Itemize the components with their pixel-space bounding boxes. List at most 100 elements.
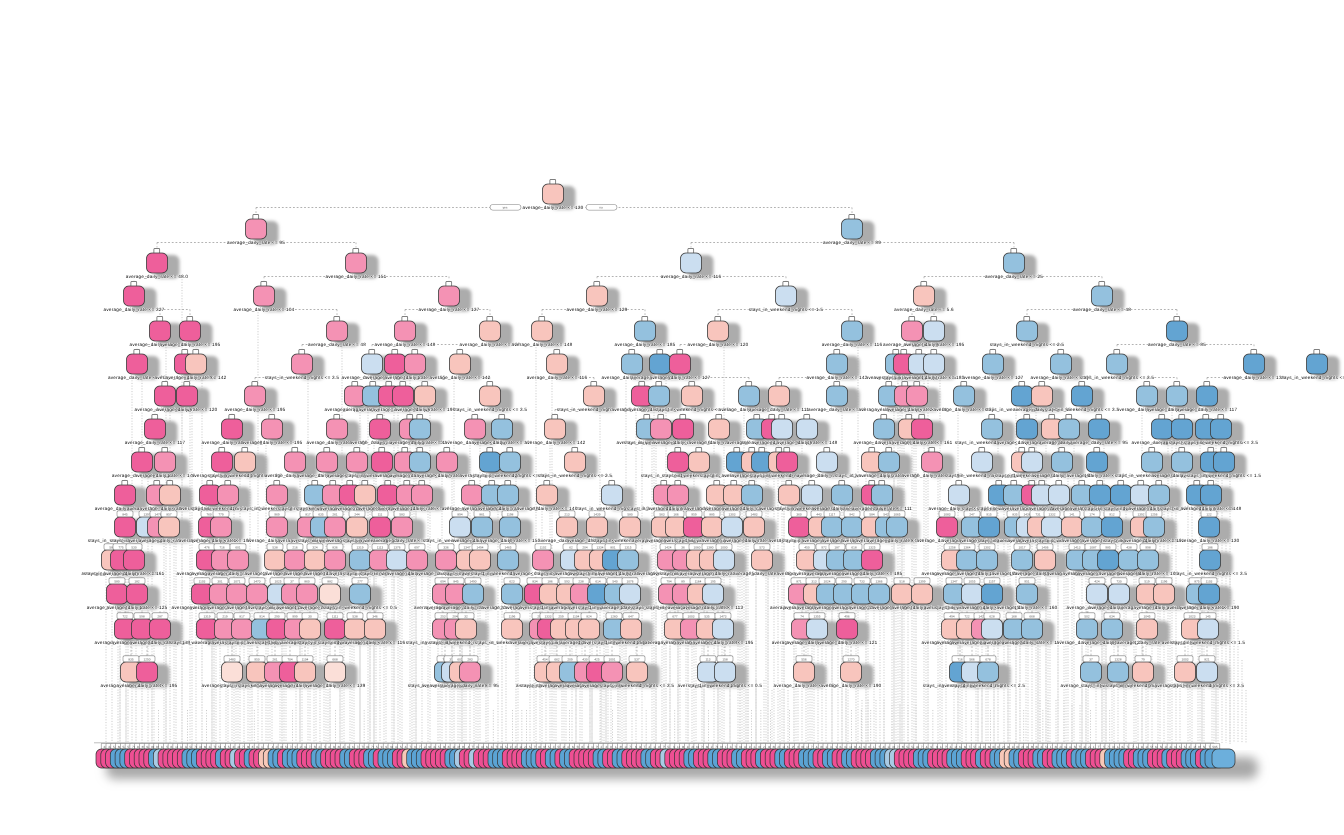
svg-text:794: 794 (666, 579, 671, 583)
svg-text:average_daily_rate <= 185: average_daily_rate <= 185 (422, 683, 483, 688)
svg-text:average_daily_rate <= 161: average_daily_rate <= 161 (325, 407, 386, 412)
svg-text:average_daily_rate <= 95: average_daily_rate <= 95 (601, 605, 659, 610)
svg-text:average_daily_rate <= 120: average_daily_rate <= 120 (416, 571, 477, 576)
svg-text:average_daily_rate <= 160: average_daily_rate <= 160 (959, 538, 1020, 543)
svg-text:593: 593 (564, 579, 569, 583)
svg-text:average_daily_rate <= 48: average_daily_rate <= 48 (414, 605, 472, 610)
svg-text:stays_in_weekend_nights <= 3.5: stays_in_weekend_nights <= 3.5 (935, 605, 1010, 610)
svg-text:average_daily_rate <= 117: average_daily_rate <= 117 (1015, 571, 1076, 576)
svg-text:average_daily_rate <= 103: average_daily_rate <= 103 (430, 683, 491, 688)
svg-text:average_daily_rate <= 85: average_daily_rate <= 85 (843, 506, 901, 511)
svg-text:stays_in_weekend_nights <= 2.5: stays_in_weekend_nights <= 2.5 (1280, 375, 1344, 380)
svg-text:450: 450 (804, 545, 809, 549)
svg-text:213: 213 (564, 512, 569, 516)
svg-text:623: 623 (509, 579, 514, 583)
svg-text:average_daily_rate <= 142: average_daily_rate <= 142 (540, 683, 601, 688)
svg-text:894: 894 (457, 512, 462, 516)
svg-text:average_daily_rate <= 185: average_daily_rate <= 185 (842, 571, 903, 576)
svg-text:average_daily_rate <= 103: average_daily_rate <= 103 (1029, 506, 1090, 511)
svg-text:stays_in_weekend_nights <= 1.5: stays_in_weekend_nights <= 1.5 (238, 683, 313, 688)
svg-text:average_daily_rate <= 148: average_daily_rate <= 148 (350, 440, 411, 445)
svg-text:stays_in_weekend_nights <= 2.5: stays_in_weekend_nights <= 2.5 (208, 473, 283, 478)
svg-text:538: 538 (352, 614, 357, 618)
svg-text:1045: 1045 (1144, 614, 1151, 618)
svg-text:average_daily_rate <= 190: average_daily_rate <= 190 (1062, 538, 1123, 543)
svg-text:985: 985 (1105, 545, 1110, 549)
svg-text:average_daily_rate <= 195: average_daily_rate <= 195 (904, 342, 965, 347)
svg-text:average_daily_rate <= 121: average_daily_rate <= 121 (1022, 538, 1083, 543)
svg-text:average_daily_rate <= 148: average_daily_rate <= 148 (207, 605, 268, 610)
svg-text:average_daily_rate <= 116: average_daily_rate <= 116 (551, 605, 612, 610)
svg-text:average_daily_rate <= 165: average_daily_rate <= 165 (1155, 683, 1216, 688)
svg-text:stays_in_weekend_nights <= 0.5: stays_in_weekend_nights <= 0.5 (985, 407, 1060, 412)
svg-text:average_daily_rate <= 113: average_daily_rate <= 113 (683, 605, 744, 610)
svg-text:stays_in_weekend_nights <= 1.5: stays_in_weekend_nights <= 1.5 (88, 538, 163, 543)
svg-text:694: 694 (440, 579, 445, 583)
svg-text:618: 618 (851, 545, 856, 549)
svg-text:261: 261 (272, 657, 277, 661)
svg-text:37: 37 (290, 579, 294, 583)
svg-text:average_daily_rate <= 148: average_daily_rate <= 148 (689, 440, 750, 445)
svg-text:1003: 1003 (1182, 657, 1189, 661)
svg-text:average_daily_rate <= 148: average_daily_rate <= 148 (646, 538, 707, 543)
svg-text:stays_in_weekend_nights <= 0.5: stays_in_weekend_nights <= 0.5 (575, 506, 650, 511)
svg-text:36: 36 (681, 545, 685, 549)
svg-text:average_daily_rate <= 117: average_daily_rate <= 117 (265, 473, 326, 478)
svg-text:average_daily_rate <= 117: average_daily_rate <= 117 (125, 440, 186, 445)
svg-text:average_daily_rate <= 148: average_daily_rate <= 148 (724, 538, 785, 543)
svg-text:111: 111 (378, 512, 383, 516)
svg-text:average_daily_rate <= 111: average_daily_rate <= 111 (1117, 640, 1177, 645)
svg-text:stays_in_weekend_nights <= 1.5: stays_in_weekend_nights <= 1.5 (1160, 506, 1235, 511)
svg-text:average_daily_rate <= 113: average_daily_rate <= 113 (727, 440, 788, 445)
svg-text:1000: 1000 (721, 545, 728, 549)
svg-text:average_daily_rate <= 185: average_daily_rate <= 185 (1012, 506, 1073, 511)
svg-text:stays_in_weekend_nights <= 1.5: stays_in_weekend_nights <= 1.5 (296, 506, 371, 511)
svg-text:stays_in_weekend_nights <= 1.5: stays_in_weekend_nights <= 1.5 (945, 473, 1020, 478)
svg-text:average_daily_rate <= 130: average_daily_rate <= 130 (769, 538, 830, 543)
svg-text:average_daily_rate <= 148: average_daily_rate <= 148 (570, 571, 631, 576)
svg-text:1347: 1347 (951, 579, 958, 583)
svg-text:average_daily_rate <= 48: average_daily_rate <= 48 (281, 640, 339, 645)
svg-text:average_daily_rate <= 160: average_daily_rate <= 160 (1078, 571, 1139, 576)
svg-text:average_daily_rate <= 117: average_daily_rate <= 117 (390, 440, 451, 445)
svg-text:601: 601 (235, 545, 240, 549)
svg-text:average_daily_rate <= 125: average_daily_rate <= 125 (130, 342, 191, 347)
svg-text:538: 538 (272, 545, 277, 549)
svg-text:average_daily_rate <= 161: average_daily_rate <= 161 (892, 440, 953, 445)
svg-text:360: 360 (796, 512, 801, 516)
svg-text:stays_in_weekend_nights <= 2.5: stays_in_weekend_nights <= 2.5 (84, 571, 159, 576)
svg-text:stays_in_weekend_nights <= 1.5: stays_in_weekend_nights <= 1.5 (298, 538, 373, 543)
svg-text:835: 835 (128, 657, 133, 661)
svg-text:860: 860 (304, 579, 309, 583)
svg-text:704: 704 (287, 657, 292, 661)
svg-text:average_daily_rate <= 104: average_daily_rate <= 104 (192, 473, 253, 478)
svg-text:average_daily_rate <= 185: average_daily_rate <= 185 (615, 342, 676, 347)
svg-text:845: 845 (453, 579, 458, 583)
svg-text:stays_in_weekend_nights <= 3.5: stays_in_weekend_nights <= 3.5 (443, 571, 518, 576)
svg-text:580: 580 (627, 512, 632, 516)
svg-text:average_daily_rate <= 195: average_daily_rate <= 195 (285, 571, 346, 576)
svg-text:998: 998 (1145, 545, 1150, 549)
svg-text:average_daily_rate <= 117: average_daily_rate <= 117 (867, 538, 928, 543)
svg-text:stays_in_weekend_nights <= 3.5: stays_in_weekend_nights <= 3.5 (632, 605, 707, 610)
svg-text:average_daily_rate <= 160: average_daily_rate <= 160 (191, 538, 252, 543)
svg-text:stays_in_weekend_nights <= 3.5: stays_in_weekend_nights <= 3.5 (1170, 683, 1245, 688)
svg-text:1465: 1465 (505, 545, 512, 549)
svg-text:average_daily_rate <= 142: average_daily_rate <= 142 (192, 571, 253, 576)
svg-text:average_daily_rate <= 195: average_daily_rate <= 195 (330, 571, 391, 576)
svg-text:average_daily_rate <= 120: average_daily_rate <= 120 (1061, 683, 1122, 688)
svg-text:average_daily_rate <= 185: average_daily_rate <= 185 (774, 683, 835, 688)
svg-text:stays_in_weekend_nights <= 0.5: stays_in_weekend_nights <= 0.5 (593, 538, 668, 543)
svg-text:average_daily_rate <= 142: average_daily_rate <= 142 (807, 375, 868, 380)
svg-text:247: 247 (969, 512, 974, 516)
svg-text:average_daily_rate <= 127: average_daily_rate <= 127 (1047, 571, 1108, 576)
svg-text:stays_in_weekend_nights <= 3.5: stays_in_weekend_nights <= 3.5 (1045, 407, 1120, 412)
svg-text:stays_in_weekend_nights <= 2.5: stays_in_weekend_nights <= 2.5 (594, 640, 669, 645)
svg-text:668: 668 (1029, 614, 1034, 618)
svg-text:195: 195 (710, 579, 715, 583)
svg-text:stays_in_weekend_nights <= 1.5: stays_in_weekend_nights <= 1.5 (534, 571, 609, 576)
svg-text:average_daily_rate <= 103: average_daily_rate <= 103 (677, 640, 738, 645)
svg-text:1347: 1347 (464, 545, 471, 549)
svg-text:average_daily_rate <= 127: average_daily_rate <= 127 (854, 440, 915, 445)
svg-text:566: 566 (969, 657, 974, 661)
